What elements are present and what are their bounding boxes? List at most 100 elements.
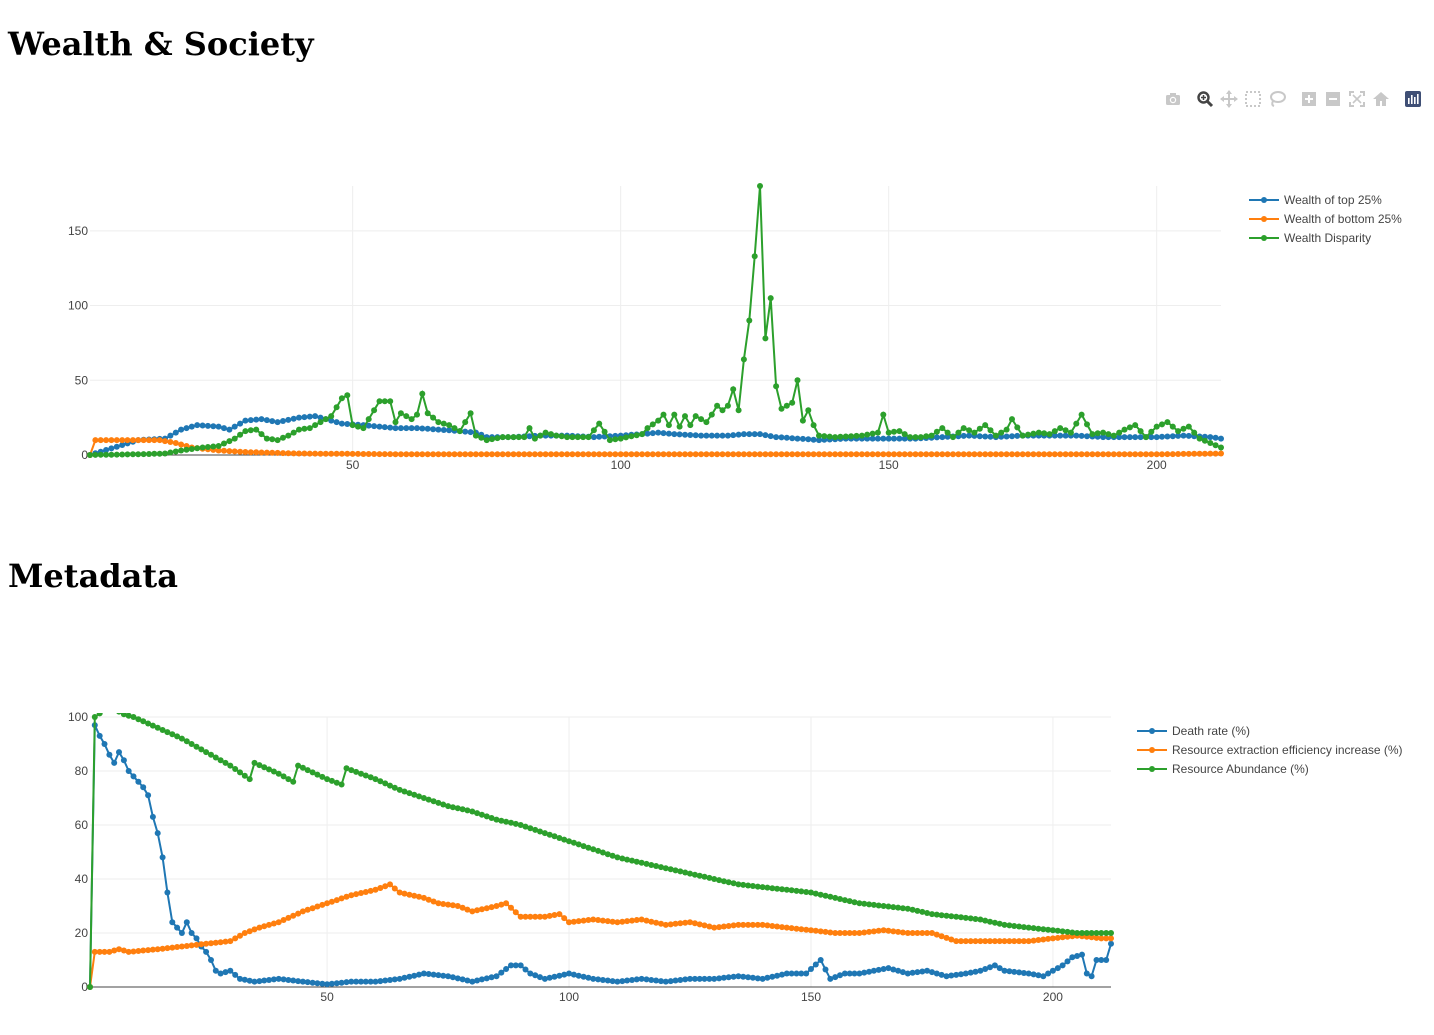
legend-item[interactable]: Death rate (%) — [1137, 724, 1250, 738]
pan-icon[interactable] — [1220, 90, 1238, 108]
data-point — [660, 451, 667, 458]
data-point — [454, 903, 461, 909]
data-point — [242, 417, 249, 424]
data-point — [687, 870, 693, 877]
data-point — [119, 451, 126, 458]
legend-item[interactable]: Wealth Disparity — [1249, 231, 1371, 245]
plotly-logo-icon[interactable] — [1404, 90, 1422, 108]
data-point — [822, 928, 829, 935]
data-point — [494, 435, 501, 442]
data-point — [638, 859, 645, 866]
data-point — [451, 425, 458, 432]
data-point — [595, 847, 602, 854]
reset-icon[interactable] — [1372, 90, 1390, 108]
data-point — [483, 437, 490, 444]
data-point — [360, 425, 367, 432]
data-point — [146, 451, 152, 457]
data-point — [783, 434, 790, 441]
data-point — [869, 451, 876, 458]
data-point — [237, 932, 243, 939]
data-point — [419, 390, 426, 397]
data-point — [955, 429, 962, 436]
data-point — [929, 930, 935, 936]
data-point — [526, 451, 533, 458]
data-point — [242, 428, 249, 435]
data-point — [1074, 930, 1081, 936]
data-point — [746, 431, 753, 438]
zoom-out-icon[interactable] — [1324, 90, 1342, 108]
data-point — [585, 917, 592, 923]
data-point — [564, 451, 571, 458]
data-point — [469, 978, 476, 985]
legend-item[interactable]: Resource Abundance (%) — [1137, 762, 1309, 776]
data-point — [880, 435, 887, 442]
data-point — [280, 418, 286, 424]
data-point — [909, 906, 916, 913]
data-point — [914, 930, 921, 936]
data-point — [1030, 925, 1037, 932]
camera-icon[interactable] — [1164, 90, 1182, 108]
data-point — [585, 844, 592, 851]
autoscale-icon[interactable] — [1348, 90, 1366, 108]
data-point — [619, 978, 626, 985]
legend-marker — [1149, 728, 1155, 734]
data-point — [909, 930, 916, 936]
data-point — [408, 416, 415, 423]
data-point — [474, 907, 481, 914]
lasso-icon[interactable] — [1268, 90, 1286, 108]
data-point — [773, 383, 780, 390]
data-point — [648, 977, 655, 983]
legend-item[interactable]: Resource extraction efficiency increase … — [1137, 743, 1403, 757]
data-point — [1041, 451, 1048, 458]
legend-item[interactable]: Wealth of top 25% — [1249, 193, 1382, 207]
data-point — [730, 922, 737, 929]
data-point — [880, 411, 887, 418]
data-point — [306, 425, 313, 432]
data-point — [907, 451, 914, 458]
data-point — [837, 930, 843, 936]
data-point — [1089, 431, 1096, 438]
zoom-in-icon[interactable] — [1300, 90, 1318, 108]
data-point — [566, 970, 572, 977]
x-tick-label: 100 — [559, 990, 579, 1004]
zoom-icon[interactable] — [1196, 90, 1214, 108]
data-point — [156, 450, 163, 457]
data-point — [312, 422, 319, 429]
box-select-icon[interactable] — [1244, 90, 1262, 108]
data-point — [542, 451, 549, 458]
data-point — [987, 433, 994, 440]
data-point — [746, 451, 753, 458]
data-point — [512, 909, 519, 916]
data-point — [998, 451, 1005, 458]
data-point — [1046, 451, 1053, 458]
series-line — [89, 883, 1111, 988]
data-point — [493, 816, 500, 823]
data-point — [1108, 940, 1114, 947]
data-point — [531, 435, 538, 442]
data-point — [1218, 450, 1224, 457]
data-point — [263, 435, 270, 442]
data-point — [633, 451, 640, 458]
data-point — [623, 434, 629, 441]
data-point — [682, 431, 688, 438]
data-point — [154, 946, 161, 953]
data-point — [301, 450, 308, 457]
data-point — [145, 720, 152, 727]
data-point — [322, 450, 329, 457]
data-point — [319, 980, 326, 987]
data-point — [928, 451, 935, 458]
legend-item[interactable]: Wealth of bottom 25% — [1249, 212, 1402, 226]
data-point — [312, 450, 319, 457]
data-point — [837, 972, 843, 979]
data-point — [376, 451, 383, 458]
data-point — [362, 889, 369, 895]
data-point — [508, 819, 514, 826]
data-point — [333, 419, 340, 426]
data-point — [358, 890, 364, 896]
data-point — [691, 975, 698, 982]
data-point — [655, 417, 662, 424]
data-point — [944, 433, 951, 440]
data-point — [1159, 421, 1165, 428]
data-point — [904, 930, 911, 936]
